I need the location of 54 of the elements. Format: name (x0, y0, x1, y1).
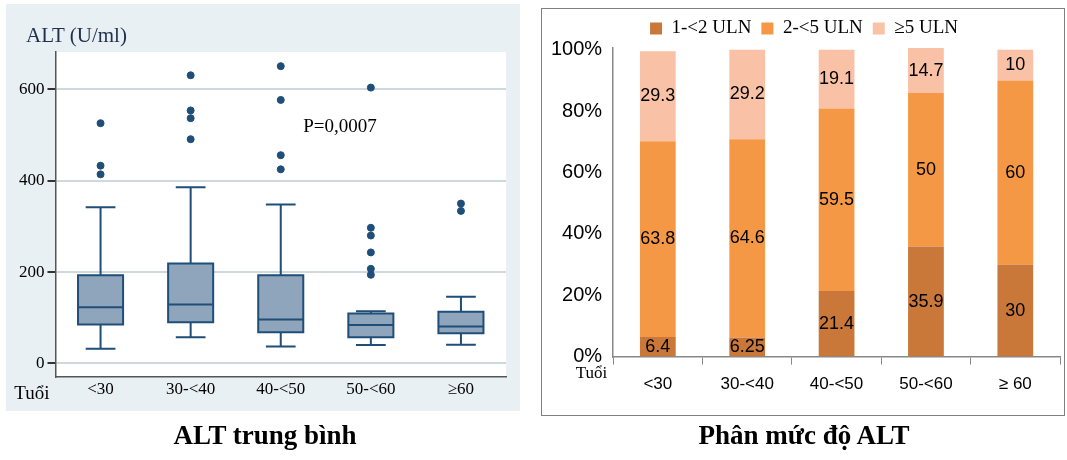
data-label: 14.7 (908, 59, 944, 80)
y-tick-label: 0 (36, 352, 45, 372)
data-label: 64.6 (729, 227, 765, 248)
x-tick-label: <30 (87, 379, 114, 399)
y-tick-label: 600 (19, 78, 45, 98)
data-label: 50 (915, 158, 936, 179)
legend-label: ≥5 ULN (894, 16, 959, 38)
data-label: 29.3 (640, 85, 676, 106)
x-tick-label: 50-<60 (346, 379, 396, 399)
data-label: 60 (1005, 161, 1026, 182)
bar (908, 246, 944, 357)
data-label: 59.5 (819, 188, 855, 209)
y-tick-label: 200 (19, 261, 45, 281)
y-axis-title: ALT (U/ml) (26, 23, 127, 47)
text: Phân mức độ ALT (697, 420, 911, 451)
y-tick-label: 40% (562, 221, 603, 244)
data-label: 6.25 (729, 335, 765, 356)
bar (908, 48, 944, 94)
y-tick-label: 80% (562, 98, 603, 121)
bar (639, 51, 676, 142)
legend-label: 2-<5 ULN (782, 16, 864, 38)
data-label: 19.1 (819, 68, 855, 89)
data-label: 10 (1005, 54, 1026, 75)
x-tick-label: 30-<40 (166, 379, 216, 399)
legend-label: 1-<2 ULN (671, 16, 752, 38)
x-tick-label: ≥ 60 (998, 374, 1032, 394)
x-tick-label: ≥60 (447, 379, 475, 399)
y-tick-label: 20% (562, 282, 603, 305)
data-label: 29.2 (729, 83, 765, 104)
x-tick-label: 30-<40 (720, 374, 774, 394)
bar (997, 80, 1034, 265)
bar (639, 141, 676, 337)
y-tick-label: 60% (562, 160, 603, 183)
text: ALT trung bình (172, 420, 358, 451)
x-tick-label: 40-<50 (809, 374, 864, 394)
data-label: 35.9 (908, 290, 944, 311)
y-tick-label: 400 (19, 170, 45, 190)
annotation: P=0,0007 (303, 114, 377, 136)
bar (818, 108, 855, 291)
bar (908, 93, 944, 247)
x-axis-title: Tuổi (14, 382, 50, 404)
bar (997, 264, 1034, 357)
data-label: 30 (1005, 299, 1026, 320)
x-tick-label: 40-<50 (256, 379, 306, 399)
x-axis-title: Tuổi (575, 362, 608, 382)
bar (729, 139, 766, 338)
y-tick-label: 100% (551, 37, 603, 60)
bar (729, 49, 766, 140)
x-tick-label: <30 (643, 374, 673, 394)
x-tick-label: 50-<60 (899, 374, 953, 394)
bar (997, 49, 1034, 81)
data-label: 63.8 (640, 228, 676, 249)
data-label: 6.4 (645, 335, 671, 356)
data-label: 21.4 (819, 312, 855, 333)
